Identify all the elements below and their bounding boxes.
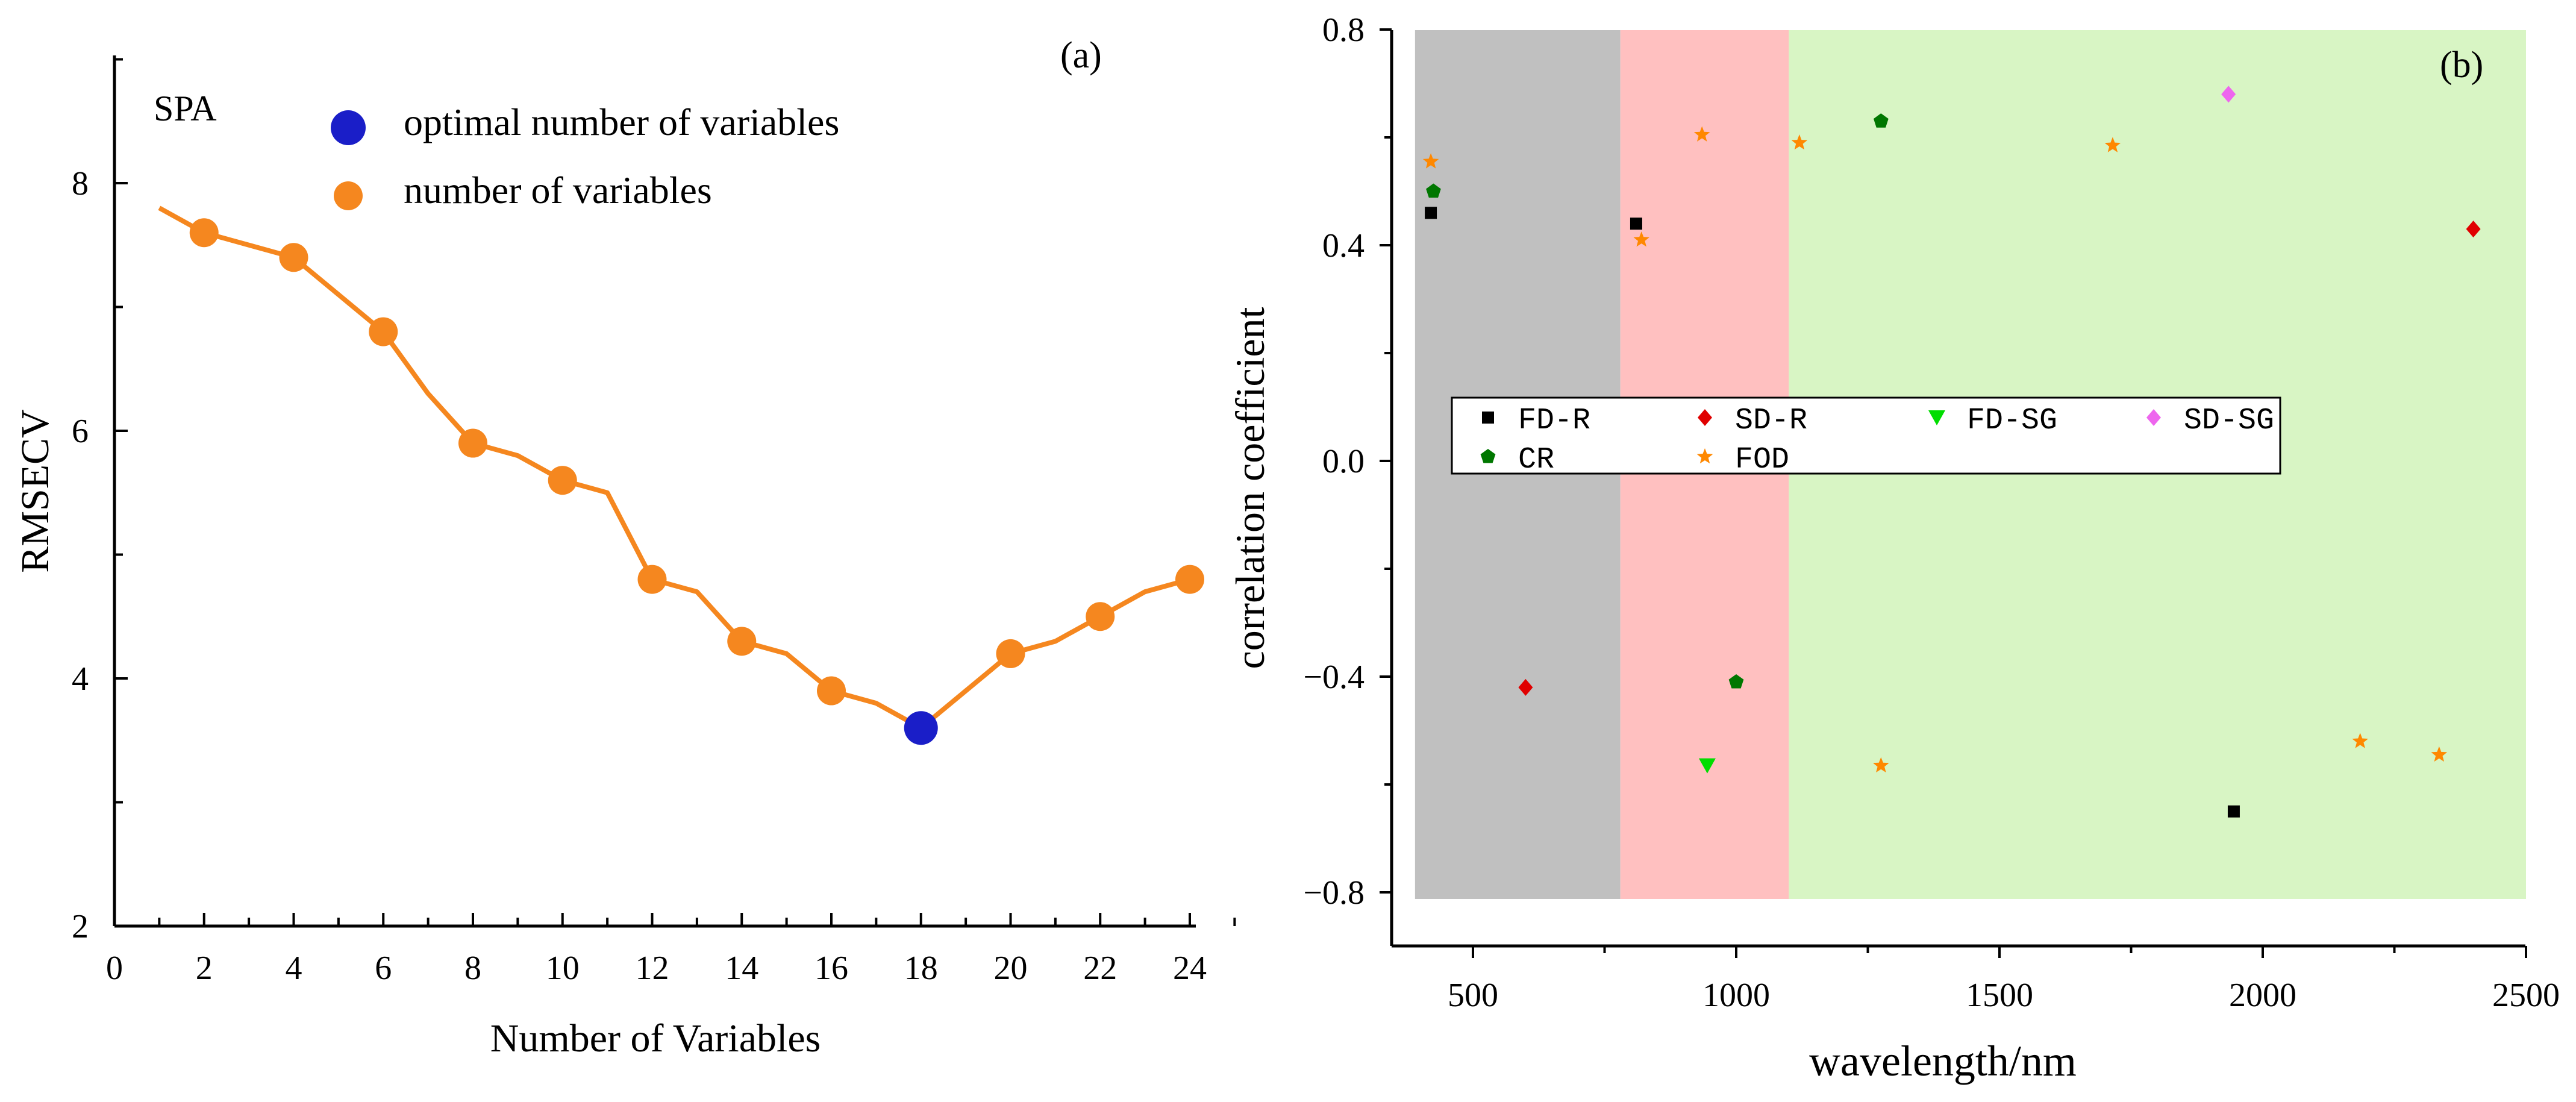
legend-marker-fd-sg bbox=[1928, 410, 1945, 425]
point-fd-r bbox=[2227, 805, 2240, 818]
y-tick-label: 0.8 bbox=[1322, 11, 1365, 49]
legend-marker-fod bbox=[1696, 448, 1713, 464]
x-tick-label: 24 bbox=[1173, 950, 1207, 987]
point-fod bbox=[1873, 757, 1889, 772]
x-tick-label: 10 bbox=[546, 950, 580, 987]
x-tick-label: 6 bbox=[375, 950, 392, 987]
legend-variables-marker bbox=[334, 181, 363, 210]
rmsecv-line bbox=[158, 205, 1191, 731]
point-fod bbox=[2104, 137, 2121, 152]
x-tick-label: 20 bbox=[994, 950, 1028, 987]
x-tick-label: 22 bbox=[1083, 950, 1117, 987]
point-fd-r bbox=[1630, 218, 1642, 230]
x-tick-label: 16 bbox=[814, 950, 848, 987]
panel-a-y-axis-label: RMSECV bbox=[13, 409, 57, 572]
x-tick-label: 8 bbox=[464, 950, 481, 987]
point-sd-r bbox=[2466, 221, 2481, 238]
optimal-point bbox=[904, 711, 938, 745]
x-tick-label: 2 bbox=[196, 950, 213, 987]
y-tick-label: 4 bbox=[72, 660, 89, 698]
legend-optimal-marker bbox=[331, 110, 366, 145]
point-cr bbox=[1874, 113, 1889, 128]
panel-b-y-axis-label: correlation coefficient bbox=[1227, 307, 1273, 669]
panel-a-label: (a) bbox=[1060, 35, 1102, 76]
legend-label-fd-sg: FD-SG bbox=[1967, 404, 2057, 438]
variables-point bbox=[279, 243, 308, 272]
panel-a-method-label: SPA bbox=[154, 89, 217, 128]
point-fd-r bbox=[1425, 207, 1437, 219]
variables-point bbox=[996, 639, 1025, 668]
x-tick-label: 500 bbox=[1448, 977, 1498, 1014]
point-fod bbox=[2352, 733, 2368, 748]
y-tick-label: 2 bbox=[72, 908, 89, 945]
variables-point bbox=[548, 466, 577, 495]
legend-label-fod: FOD bbox=[1735, 443, 1789, 477]
legend-label-cr: CR bbox=[1518, 443, 1554, 477]
legend-marker-sd-r bbox=[1698, 409, 1712, 426]
point-sd-sg bbox=[2221, 86, 2236, 103]
x-tick-label: 14 bbox=[725, 950, 758, 987]
variables-point bbox=[1175, 565, 1204, 594]
legend-variables-label: number of variables bbox=[404, 169, 712, 211]
point-fod bbox=[1633, 231, 1649, 247]
x-tick-label: 0 bbox=[106, 950, 123, 987]
legend-marker-cr bbox=[1480, 449, 1496, 463]
variables-point bbox=[189, 218, 219, 248]
legend-marker-fd-r bbox=[1482, 412, 1494, 424]
x-tick-label: 1000 bbox=[1702, 977, 1770, 1014]
x-tick-label: 4 bbox=[286, 950, 302, 987]
x-tick-label: 18 bbox=[904, 950, 938, 987]
point-fod bbox=[1693, 126, 1710, 142]
legend-marker-sd-sg bbox=[2146, 409, 2161, 426]
panel-b-x-axis-label: wavelength/nm bbox=[1809, 1037, 2077, 1085]
point-fd-sg bbox=[1698, 758, 1716, 774]
y-tick-label: −0.8 bbox=[1303, 874, 1365, 912]
x-tick-label: 2500 bbox=[2492, 977, 2560, 1014]
variables-point bbox=[727, 627, 757, 656]
legend-box bbox=[1451, 396, 2281, 475]
y-tick-label: −0.4 bbox=[1303, 659, 1365, 696]
x-tick-label: 2000 bbox=[2229, 977, 2296, 1014]
x-tick-label: 1500 bbox=[1966, 977, 2033, 1014]
y-tick-label: 0.4 bbox=[1322, 227, 1365, 265]
point-fod bbox=[1791, 134, 1808, 150]
panel-a-legend: optimal number of variables number of va… bbox=[331, 101, 839, 211]
panel-b-chart: 500 1000 1500 2000 2500 −0.8 −0.4 0.0 0.4 0.8 (b)… bbox=[1227, 11, 2560, 1085]
point-sd-r bbox=[1518, 678, 1533, 696]
variables-point bbox=[369, 317, 398, 346]
point-fod bbox=[1422, 153, 1439, 169]
variables-point bbox=[817, 676, 846, 706]
y-tick-label: 8 bbox=[72, 165, 89, 202]
variables-point bbox=[1086, 602, 1115, 631]
legend-label-sd-sg: SD-SG bbox=[2184, 404, 2274, 438]
variables-point bbox=[458, 428, 487, 458]
panel-b-label: (b) bbox=[2440, 45, 2483, 86]
panel-a-x-axis-label: Number of Variables bbox=[490, 1016, 821, 1060]
x-tick-label: 12 bbox=[636, 950, 669, 987]
point-cr bbox=[1728, 674, 1744, 689]
variables-point bbox=[637, 565, 667, 594]
legend-label-fd-r: FD-R bbox=[1518, 404, 1590, 438]
y-tick-label: 6 bbox=[72, 413, 89, 450]
legend-label-sd-r: SD-R bbox=[1735, 404, 1807, 438]
legend-optimal-label: optimal number of variables bbox=[404, 101, 839, 143]
y-tick-label: 0.0 bbox=[1322, 443, 1365, 480]
point-fod bbox=[2431, 746, 2448, 762]
panel-b-legend: FD-R SD-R FD-SG SD-SG CR FOD bbox=[1451, 396, 2281, 477]
point-cr bbox=[1426, 183, 1441, 198]
